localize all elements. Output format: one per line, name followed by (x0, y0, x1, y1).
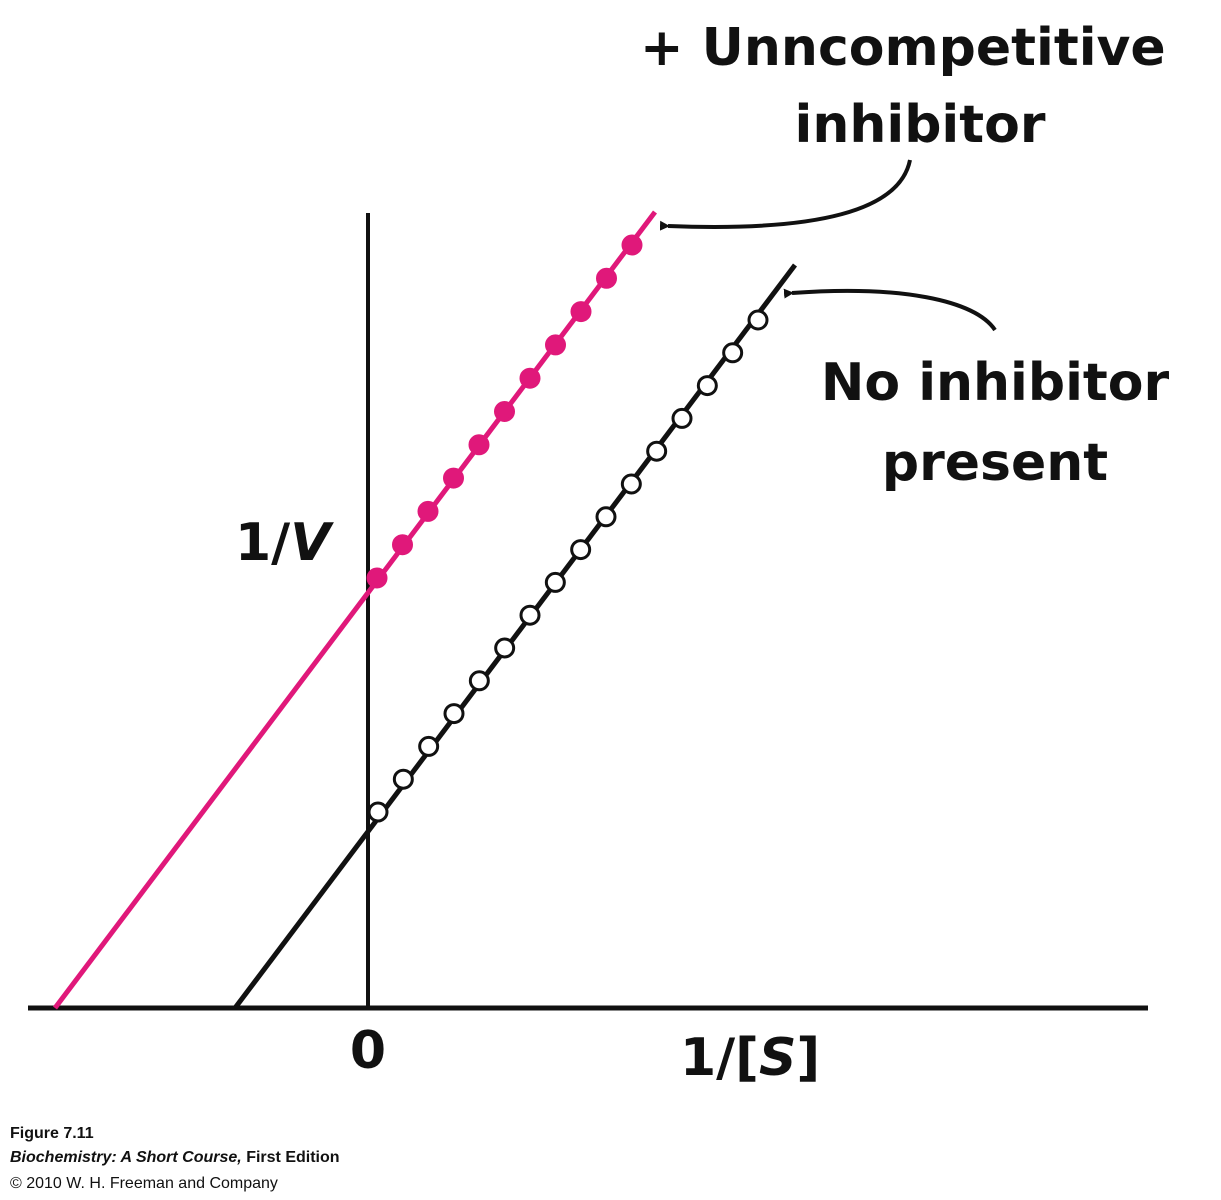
point (392, 534, 413, 556)
book-edition: First Edition (242, 1149, 340, 1166)
book-title: Biochemistry: A Short Course, (10, 1149, 242, 1166)
point (544, 571, 566, 593)
point (570, 301, 592, 323)
point (468, 670, 490, 692)
point (443, 703, 465, 725)
inhibitor-line (53, 210, 657, 1010)
no-inhibitor-label: No inhibitor (821, 353, 1170, 413)
point (570, 539, 592, 561)
point (443, 467, 464, 489)
caption-figure: Figure 7.11 (10, 1125, 94, 1142)
point (595, 506, 617, 528)
point (417, 500, 439, 522)
arrow (783, 288, 997, 332)
label-part: 1/ (235, 513, 290, 573)
point (494, 401, 515, 422)
point (545, 334, 566, 356)
caption-copyright: © 2010 W. H. Freeman and Company (10, 1175, 278, 1192)
origin-label: 0 (350, 1021, 386, 1081)
point (696, 375, 718, 397)
y-axis-label: 1/V (235, 513, 334, 573)
point (366, 567, 388, 589)
inhibitor-label: inhibitor (795, 95, 1046, 155)
label-part: ] (796, 1028, 820, 1088)
arrow (659, 159, 912, 231)
point (418, 735, 440, 757)
point (747, 309, 769, 331)
point (392, 768, 414, 790)
point (722, 342, 744, 364)
no-inhibitor-label: present (882, 433, 1108, 493)
point (468, 434, 490, 456)
point (621, 234, 643, 256)
point (367, 801, 389, 823)
point (646, 440, 668, 462)
inhibitor-label: + Unncompetitive (640, 18, 1166, 78)
label-part: S (759, 1028, 796, 1088)
data-points (366, 234, 769, 823)
caption-book: Biochemistry: A Short Course, First Edit… (10, 1149, 340, 1166)
label-part: 1/[ (680, 1028, 759, 1088)
point (671, 407, 693, 429)
point (596, 267, 617, 289)
point (620, 473, 642, 495)
x-axis-label: 1/[S] (680, 1028, 820, 1088)
label-part: V (290, 513, 334, 573)
point (519, 367, 541, 389)
point (519, 604, 541, 626)
point (494, 637, 516, 659)
